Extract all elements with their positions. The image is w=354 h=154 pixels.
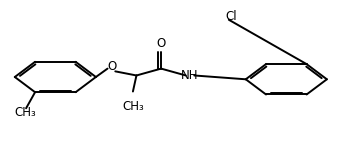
Text: O: O <box>107 60 116 73</box>
Text: CH₃: CH₃ <box>122 100 144 113</box>
Text: CH₃: CH₃ <box>15 106 36 119</box>
Text: O: O <box>156 37 166 50</box>
Text: Cl: Cl <box>226 10 238 23</box>
Text: NH: NH <box>181 69 198 82</box>
